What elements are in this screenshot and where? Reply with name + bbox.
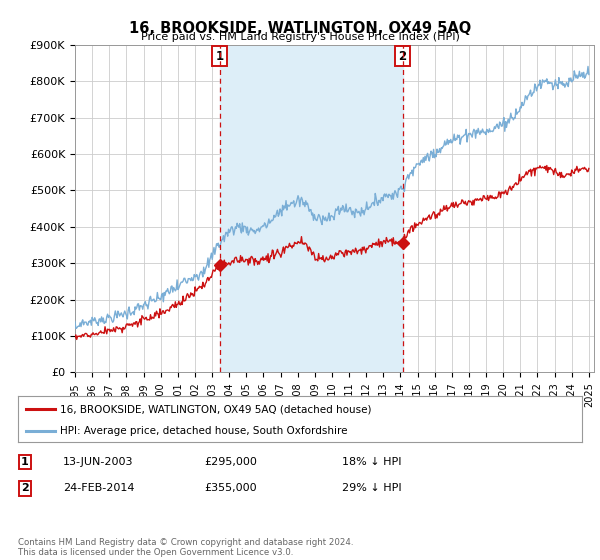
Text: 16, BROOKSIDE, WATLINGTON, OX49 5AQ: 16, BROOKSIDE, WATLINGTON, OX49 5AQ	[129, 21, 471, 36]
Text: 13-JUN-2003: 13-JUN-2003	[63, 457, 133, 467]
Text: Contains HM Land Registry data © Crown copyright and database right 2024.
This d: Contains HM Land Registry data © Crown c…	[18, 538, 353, 557]
Text: £355,000: £355,000	[204, 483, 257, 493]
Text: HPI: Average price, detached house, South Oxfordshire: HPI: Average price, detached house, Sout…	[60, 426, 348, 436]
Text: 1: 1	[21, 457, 29, 467]
Text: 2: 2	[21, 483, 29, 493]
Text: 29% ↓ HPI: 29% ↓ HPI	[342, 483, 401, 493]
Text: 1: 1	[215, 50, 224, 63]
Text: 16, BROOKSIDE, WATLINGTON, OX49 5AQ (detached house): 16, BROOKSIDE, WATLINGTON, OX49 5AQ (det…	[60, 404, 372, 414]
Text: £295,000: £295,000	[204, 457, 257, 467]
Text: Price paid vs. HM Land Registry's House Price Index (HPI): Price paid vs. HM Land Registry's House …	[140, 32, 460, 42]
Text: 18% ↓ HPI: 18% ↓ HPI	[342, 457, 401, 467]
Text: 2: 2	[398, 50, 407, 63]
Text: 24-FEB-2014: 24-FEB-2014	[63, 483, 134, 493]
Bar	[220, 45, 403, 372]
